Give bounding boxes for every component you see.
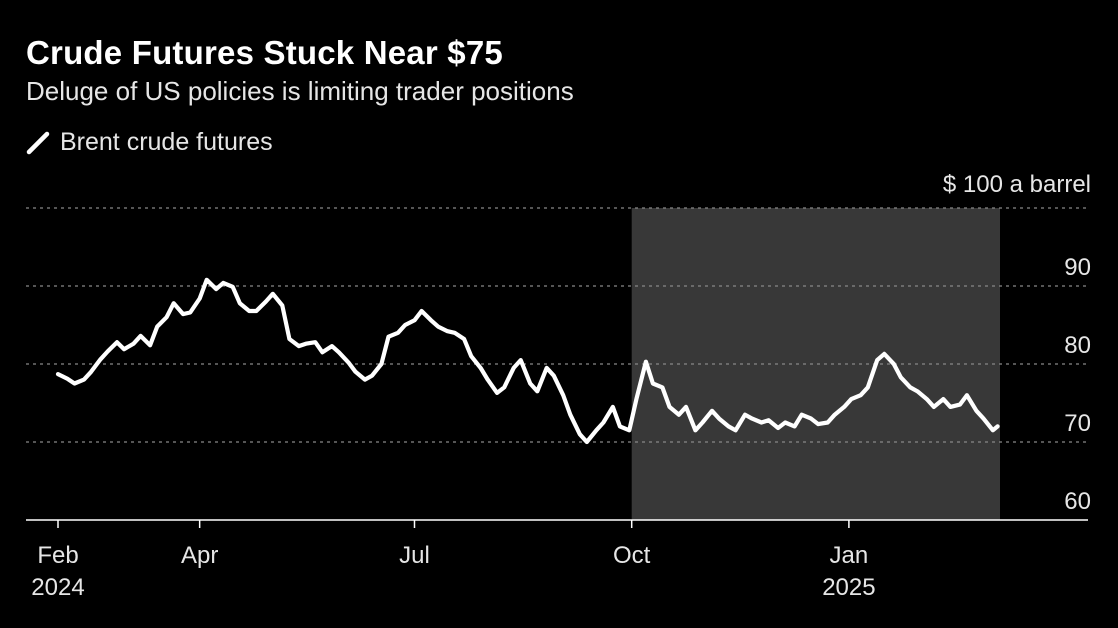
chart-title: Crude Futures Stuck Near $75 bbox=[26, 34, 503, 71]
x-tick-year-label: 2025 bbox=[822, 574, 875, 601]
tick-label-layer: 90 80 70 60 $ 100 a barrel Feb 2024 Apr Jul Oct Ja… bbox=[31, 171, 1091, 601]
series-line-brent bbox=[55, 277, 1000, 445]
y-tick-label: 60 bbox=[1064, 488, 1091, 515]
series-layer bbox=[55, 277, 1000, 445]
legend: Brent crude futures bbox=[26, 128, 273, 157]
y-tick-label: 70 bbox=[1064, 410, 1091, 437]
x-tick-label: Feb bbox=[37, 542, 78, 569]
y-axis-unit-label: $ 100 a barrel bbox=[943, 171, 1091, 198]
x-tick-label: Jan bbox=[830, 542, 869, 569]
x-tick-label: Oct bbox=[613, 542, 651, 569]
x-tick-label: Apr bbox=[181, 542, 218, 569]
chart-subtitle: Deluge of US policies is limiting trader… bbox=[26, 76, 574, 106]
legend-label: Brent crude futures bbox=[60, 128, 273, 156]
y-tick-label: 90 bbox=[1064, 254, 1091, 281]
x-tick-label: Jul bbox=[399, 542, 430, 569]
y-tick-label: 80 bbox=[1064, 332, 1091, 359]
legend-line-swatch bbox=[26, 131, 50, 154]
x-tick-year-label: 2024 bbox=[31, 574, 84, 601]
x-axis bbox=[26, 519, 1088, 528]
